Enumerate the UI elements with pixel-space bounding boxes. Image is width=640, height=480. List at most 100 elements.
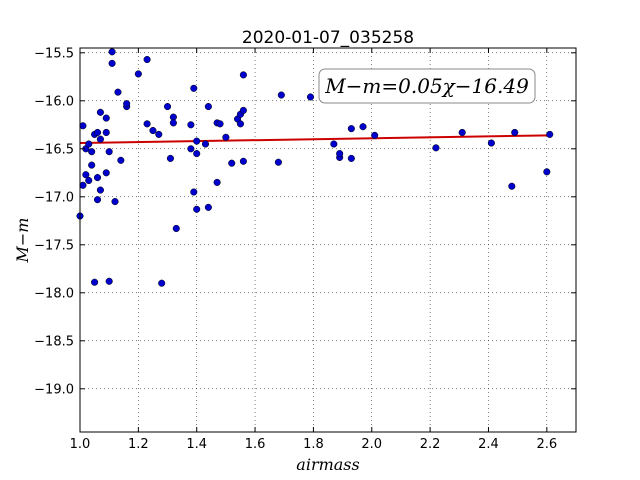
- data-point: [306, 93, 315, 101]
- points-layer: [76, 48, 554, 287]
- data-point: [193, 137, 201, 145]
- data-point: [93, 196, 102, 204]
- data-point: [158, 279, 166, 287]
- plot-background: [80, 48, 576, 432]
- data-point: [163, 103, 172, 111]
- data-point: [143, 55, 151, 64]
- data-point: [85, 176, 93, 185]
- x-tick-label: 1.8: [303, 437, 324, 452]
- y-tick-label: −19.0: [34, 382, 74, 397]
- data-point: [330, 140, 338, 148]
- data-point: [102, 169, 110, 177]
- data-point: [105, 277, 113, 285]
- data-point: [546, 130, 554, 138]
- data-point: [190, 188, 198, 196]
- x-tick-label: 2.6: [536, 437, 557, 452]
- data-point: [172, 224, 180, 233]
- data-point: [216, 120, 224, 128]
- data-point: [222, 133, 230, 141]
- y-tick-labels: −15.5 −16.0 −16.5 −17.0 −17.5 −18.0 −18.5 −19.0: [34, 46, 74, 397]
- data-point: [239, 71, 247, 79]
- fit-line-layer: [79, 134, 550, 145]
- y-axis-label: M−m: [13, 218, 32, 264]
- data-point: [108, 48, 116, 56]
- data-point: [105, 148, 113, 156]
- x-tick-label: 2.0: [361, 437, 382, 452]
- data-point: [96, 186, 104, 194]
- y-tick-label: −16.5: [34, 142, 74, 157]
- data-point: [458, 128, 466, 137]
- data-point: [236, 120, 245, 128]
- y-tick-label: −18.5: [34, 334, 74, 349]
- data-point: [88, 161, 96, 169]
- data-point: [239, 106, 247, 114]
- y-tick-label: −15.5: [34, 46, 74, 61]
- x-tick-labels: 1.0 1.2 1.4 1.6 1.8 2.0 2.2 2.4 2.6: [70, 437, 558, 452]
- y-tick-label: −17.0: [34, 190, 74, 205]
- data-point: [102, 128, 110, 137]
- data-point: [543, 168, 551, 176]
- data-point: [487, 139, 495, 147]
- annotation-text: M−m=0.05χ−16.49: [324, 74, 529, 98]
- plot-frame: [79, 47, 577, 433]
- data-point: [117, 156, 125, 164]
- data-point: [239, 157, 247, 165]
- plot-area: [76, 47, 577, 433]
- data-point: [228, 159, 236, 167]
- data-point: [371, 131, 379, 139]
- data-point: [111, 198, 119, 206]
- data-point: [143, 120, 151, 128]
- data-point: [102, 114, 110, 122]
- annotation-box: [318, 68, 536, 104]
- x-tick-label: 1.6: [245, 437, 266, 452]
- data-point: [204, 103, 212, 111]
- data-point: [190, 84, 198, 92]
- x-tick-label: 1.2: [128, 437, 149, 452]
- data-point: [169, 119, 177, 127]
- data-point: [91, 278, 99, 286]
- data-point: [347, 125, 355, 133]
- x-tick-label: 1.4: [186, 437, 207, 452]
- data-point: [432, 144, 440, 152]
- x-tick-label: 2.2: [420, 437, 441, 452]
- data-point: [96, 135, 104, 143]
- data-point: [88, 148, 96, 156]
- data-point: [193, 205, 201, 213]
- data-point: [85, 140, 93, 148]
- data-point: [79, 181, 87, 189]
- data-point: [96, 108, 104, 116]
- data-point: [187, 121, 195, 129]
- y-tick-label: −18.0: [34, 286, 74, 301]
- data-point: [187, 145, 195, 153]
- fit-line: [79, 134, 550, 145]
- y-tick-label: −17.5: [34, 238, 74, 253]
- data-point: [201, 140, 210, 148]
- data-point: [82, 171, 90, 179]
- data-point: [204, 203, 212, 211]
- data-point: [511, 128, 519, 137]
- data-point: [336, 150, 344, 158]
- data-point: [508, 182, 516, 190]
- x-tick-label: 2.4: [478, 437, 499, 452]
- data-point: [108, 59, 116, 67]
- data-point: [277, 91, 285, 99]
- data-point: [123, 100, 131, 108]
- x-tick-label: 1.0: [70, 437, 91, 452]
- data-point: [114, 88, 122, 96]
- data-point: [93, 174, 102, 182]
- data-point: [347, 154, 355, 162]
- data-point: [149, 127, 157, 135]
- data-point: [93, 128, 102, 137]
- data-point: [274, 158, 282, 166]
- data-point: [193, 150, 201, 158]
- x-axis-label: airmass: [296, 455, 359, 474]
- fit-annotation: M−m=0.05χ−16.49: [318, 68, 536, 104]
- data-point: [359, 123, 367, 131]
- data-point: [134, 70, 142, 78]
- data-point: [213, 178, 221, 186]
- data-point: [166, 154, 174, 162]
- data-point: [79, 122, 87, 130]
- chart-title: 2020-01-07_035258: [242, 28, 414, 48]
- data-point: [155, 130, 163, 138]
